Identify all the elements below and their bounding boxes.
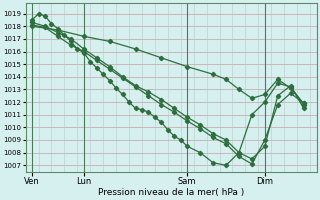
X-axis label: Pression niveau de la mer( hPa ): Pression niveau de la mer( hPa ) [98,188,244,197]
